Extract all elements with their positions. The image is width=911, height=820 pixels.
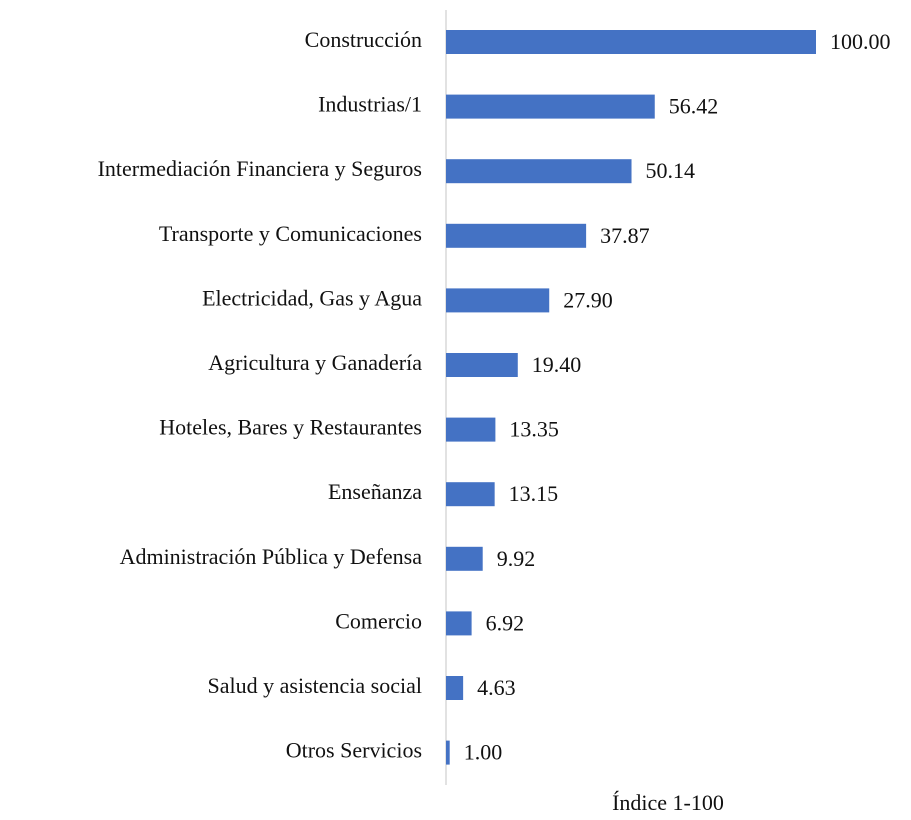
value-label: 1.00	[464, 740, 503, 765]
value-label: 6.92	[486, 610, 525, 635]
value-label: 19.40	[532, 352, 582, 377]
category-label: Industrias/1	[318, 92, 422, 117]
value-label: 37.87	[600, 223, 650, 248]
bar	[446, 740, 450, 765]
value-label: 100.00	[830, 29, 891, 54]
category-label: Intermediación Financiera y Seguros	[98, 156, 422, 181]
category-label: Construcción	[305, 27, 422, 52]
value-label: 9.92	[497, 546, 535, 571]
category-label: Comercio	[335, 608, 422, 633]
value-label: 27.90	[563, 287, 613, 312]
bar	[446, 94, 655, 119]
value-label: 13.15	[509, 481, 559, 506]
category-label: Electricidad, Gas y Agua	[202, 285, 422, 310]
bar	[446, 482, 495, 507]
value-label: 56.42	[669, 94, 719, 119]
bar	[446, 546, 483, 571]
bar	[446, 223, 587, 248]
bar	[446, 611, 472, 636]
bar	[446, 353, 518, 377]
category-label: Enseñanza	[328, 479, 422, 504]
value-label: 13.35	[509, 417, 559, 442]
category-label: Transporte y Comunicaciones	[159, 221, 422, 246]
bar	[446, 30, 816, 54]
category-label: Agricultura y Ganadería	[208, 350, 422, 375]
value-label: 50.14	[646, 158, 696, 183]
value-label: 4.63	[477, 675, 515, 700]
bar	[446, 676, 464, 700]
category-label: Hoteles, Bares y Restaurantes	[159, 415, 422, 440]
category-label: Administración Pública y Defensa	[120, 544, 423, 569]
bar	[446, 288, 550, 313]
bar	[446, 417, 496, 442]
category-label: Otros Servicios	[286, 738, 422, 763]
bar	[446, 159, 632, 184]
category-label: Salud y asistencia social	[208, 673, 422, 698]
x-axis-label: Índice 1-100	[612, 790, 724, 815]
